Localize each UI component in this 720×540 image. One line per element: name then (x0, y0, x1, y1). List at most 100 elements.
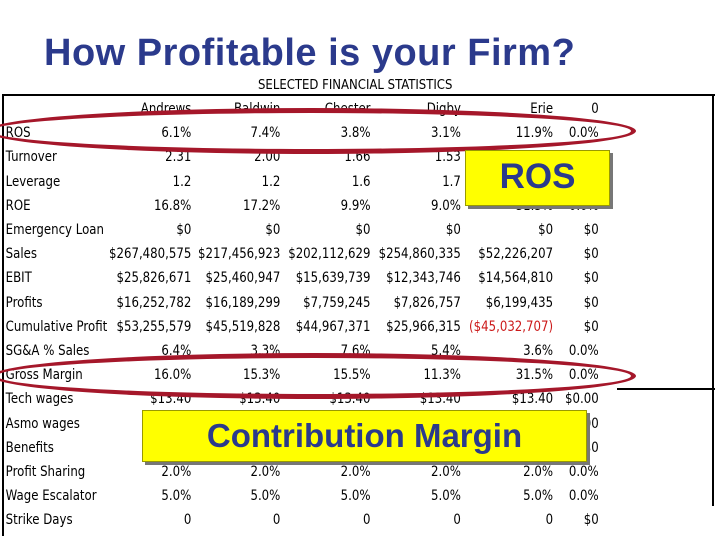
table-cell: 5.0% (340, 488, 371, 505)
table-cell: 0.0% (568, 488, 599, 505)
table-cell: 3.3% (250, 342, 281, 359)
table-cell: $13.40 (511, 391, 554, 408)
table-cell: 15.5% (333, 367, 371, 384)
row-label: Leverage (5, 173, 61, 190)
row-label: Strike Days (5, 512, 73, 529)
row-label: Emergency Loan (5, 222, 104, 239)
table-cell: 0.0% (568, 342, 599, 359)
table-cell: 1.6 (351, 173, 371, 190)
table-cell: 2.0% (523, 463, 554, 480)
table-cell: 2.0% (250, 463, 281, 480)
table-cell: 3.8% (340, 125, 371, 142)
ros-callout: ROS (465, 150, 610, 206)
table-row: Gross Margin 16.0% 15.3% 15.5% 11.3% 31.5% 0.0… (4, 363, 605, 387)
table-cell: 3.1% (431, 125, 461, 142)
column-header-5: Erie (530, 101, 554, 118)
table-cell: 0 (363, 512, 371, 529)
table-cell: $0 (265, 222, 281, 239)
table-cell: $7,759,245 (303, 294, 371, 311)
table-cell: 1.66 (344, 149, 371, 166)
table-cell: $53,255,579 (116, 318, 192, 335)
table-cell: 7.4% (250, 125, 281, 142)
table-cell: 2.00 (254, 149, 281, 166)
row-label: Turnover (5, 149, 57, 166)
table-cell: 0 (272, 512, 281, 529)
table-cell: 0 (545, 512, 554, 529)
row-label: EBIT (5, 270, 32, 287)
table-cell: 9.9% (340, 197, 371, 214)
table-cell: 2.0% (161, 463, 192, 480)
table-cell: 1.53 (434, 149, 461, 166)
table-cell: 0 (183, 512, 192, 529)
table-cell: $25,826,671 (116, 270, 192, 287)
table-row: Cumulative Profit $53,255,579 $45,519,828 $… (4, 315, 605, 339)
table-cell: 6.1% (161, 125, 192, 142)
column-header-3: Chester (324, 101, 371, 118)
table-cell: $0 (583, 246, 599, 263)
table-cell: 5.0% (250, 488, 281, 505)
table-cell: 1.2 (261, 173, 281, 190)
table-cell: 16.8% (153, 197, 192, 214)
table-cell: $0 (538, 222, 554, 239)
column-header-2: Baldwin (233, 101, 281, 118)
row-label: ROE (5, 197, 31, 214)
table-cell: 7.6% (340, 342, 371, 359)
table-cell: 31.5% (515, 367, 554, 384)
table-cell: 5.0% (161, 488, 192, 505)
table-cell: $25,966,315 (386, 318, 461, 335)
table-cell: 9.0% (431, 197, 461, 214)
table-cell: $0 (583, 512, 599, 529)
contribution-margin-callout: Contribution Margin (142, 410, 587, 462)
table-cell: $267,480,575 (109, 246, 192, 263)
sheet-bottom-rule (617, 388, 715, 390)
row-label: Benefits (5, 439, 54, 456)
table-cell: $254,860,335 (378, 246, 461, 263)
table-cell: 11.9% (515, 125, 554, 142)
row-label: Profits (5, 294, 43, 311)
column-header-label (4, 97, 109, 121)
table-cell: $16,252,782 (116, 294, 192, 311)
table-cell: 0.0% (568, 367, 599, 384)
table-cell: $25,460,947 (205, 270, 281, 287)
table-cell: 2.0% (431, 463, 461, 480)
table-cell: $202,112,629 (288, 246, 371, 263)
table-row: ROS 6.1% 7.4% 3.8% 3.1% 11.9% 0.0% (4, 121, 605, 145)
row-label: Asmo wages (5, 415, 80, 432)
table-cell: $44,967,371 (295, 318, 371, 335)
table-row: Profits $16,252,782 $16,189,299 $7,759,245 $… (4, 291, 605, 315)
table-cell: 5.0% (523, 488, 554, 505)
table-row: Wage Escalator 5.0% 5.0% 5.0% 5.0% 5.0% 0.0% (4, 484, 605, 508)
table-cell: $16,189,299 (205, 294, 281, 311)
table-cell: $14,564,810 (478, 270, 554, 287)
table-cell: 0.0% (568, 463, 599, 480)
table-cell: 2.31 (165, 149, 192, 166)
table-cell: 5.4% (431, 342, 461, 359)
table-cell: $0 (583, 294, 599, 311)
column-header-4: Digby (426, 101, 461, 118)
table-row: SG&A % Sales 6.4% 3.3% 7.6% 5.4% 3.6% 0.0% (4, 339, 605, 363)
table-cell: $0 (445, 222, 461, 239)
table-cell: $45,519,828 (205, 318, 281, 335)
table-cell: $0 (583, 318, 599, 335)
table-cell: 15.3% (242, 367, 281, 384)
table-cell: $52,226,207 (478, 246, 554, 263)
table-header-row: Andrews Baldwin Chester Digby Erie 0 (4, 97, 605, 121)
table-cell: ($45,032,707) (469, 318, 554, 335)
table-cell: $217,456,923 (198, 246, 281, 263)
row-label: Sales (5, 246, 37, 263)
sheet-right-rule (712, 94, 714, 506)
table-row: Tech wages $13.40 $13.40 $13.40 $13.40 $13.40… (4, 387, 605, 411)
table-cell: 17.2% (242, 197, 281, 214)
table-cell: $0 (583, 439, 599, 456)
table-cell: 6.4% (161, 342, 192, 359)
table-cell: $13.40 (329, 391, 371, 408)
table-cell: $0.00 (565, 391, 599, 408)
table-cell: $0 (583, 222, 599, 239)
table-cell: $6,199,435 (485, 294, 554, 311)
table-cell: 3.6% (523, 342, 554, 359)
table-cell: 0 (453, 512, 461, 529)
table-row: Emergency Loan $0 $0 $0 $0 $0 $0 (4, 218, 605, 242)
table-row: Sales $267,480,575 $217,456,923 $202,112,62… (4, 242, 605, 266)
row-label: ROS (5, 125, 31, 142)
row-label: Cumulative Profit (5, 318, 108, 335)
